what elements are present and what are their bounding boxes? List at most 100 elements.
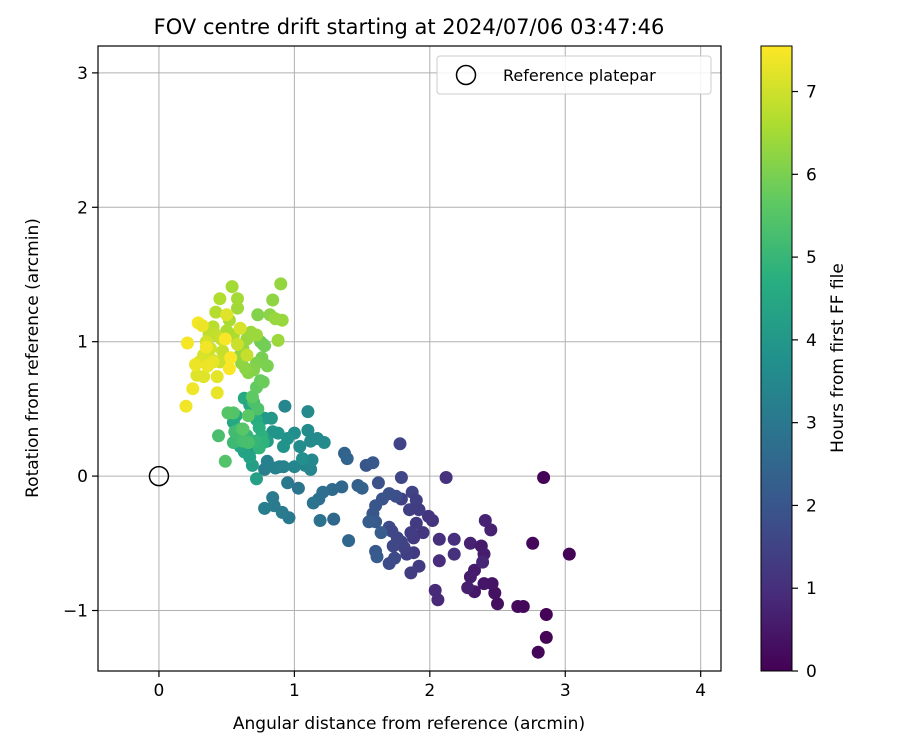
data-point (385, 524, 399, 538)
data-point (231, 301, 244, 315)
legend-marker (455, 64, 477, 86)
colorbar-tick-label: 1 (806, 579, 817, 599)
data-point (213, 292, 227, 306)
data-point (394, 471, 408, 484)
x-axis-label: Angular distance from reference (arcmin) (233, 714, 585, 734)
data-point (250, 328, 263, 342)
x-tick-label: 0 (154, 681, 165, 701)
plot-frame (97, 45, 722, 672)
data-point (537, 471, 551, 484)
data-point (432, 532, 446, 546)
data-point (266, 293, 280, 307)
colorbar-label: Hours from first FF file (828, 263, 848, 453)
data-point (256, 375, 270, 389)
data-point (539, 608, 553, 621)
data-point (260, 359, 274, 373)
data-point (374, 526, 388, 540)
data-point (409, 516, 423, 530)
data-point (432, 554, 446, 568)
data-point (305, 453, 319, 467)
data-point (209, 305, 223, 319)
data-point (210, 386, 224, 400)
data-point (224, 351, 238, 365)
data-point (218, 332, 232, 346)
x-axis-ticks: 0 1 2 3 4 (154, 671, 706, 701)
data-point (382, 557, 396, 570)
y-tick-label: −1 (63, 602, 88, 622)
colorbar-gradient (760, 45, 793, 672)
data-point (317, 436, 331, 449)
data-point (531, 645, 545, 659)
x-tick-label: 3 (560, 681, 571, 701)
colorbar: 0 1 2 3 4 5 6 7 Hours from first FF file (760, 45, 848, 682)
x-tick-label: 1 (289, 681, 300, 701)
data-point (218, 454, 232, 468)
data-point (393, 437, 407, 451)
data-point (268, 312, 282, 326)
data-point (233, 321, 247, 335)
colorbar-tick-label: 0 (806, 662, 817, 682)
data-point (404, 526, 418, 540)
colorbar-tick-label: 4 (806, 331, 817, 351)
data-point (478, 514, 492, 527)
data-point (422, 509, 435, 523)
data-point (266, 425, 280, 439)
data-point (179, 399, 193, 413)
data-point (278, 399, 292, 413)
x-tick-label: 2 (424, 681, 435, 701)
data-point (250, 472, 263, 486)
data-point (340, 452, 354, 466)
data-point (212, 429, 225, 443)
data-point (258, 339, 272, 353)
data-points (179, 277, 576, 659)
data-point (231, 292, 244, 306)
data-point (201, 359, 215, 373)
data-point (370, 550, 384, 564)
colorbar-tick-label: 2 (806, 496, 817, 516)
data-point (258, 501, 272, 515)
data-point (220, 308, 234, 322)
data-point (313, 514, 327, 527)
data-point (403, 503, 416, 517)
data-point (412, 559, 426, 573)
data-point (447, 532, 461, 546)
chart-title: FOV centre drift starting at 2024/07/06 … (154, 15, 665, 39)
data-point (281, 476, 295, 490)
data-point (241, 436, 255, 449)
y-tick-label: 3 (77, 64, 88, 84)
y-tick-label: 1 (77, 333, 88, 353)
data-point (371, 476, 385, 490)
y-axis-ticks: −1 0 1 2 3 (63, 64, 98, 622)
data-point (221, 406, 235, 420)
y-tick-label: 2 (77, 198, 88, 218)
data-point (195, 319, 209, 333)
data-point (342, 534, 356, 548)
data-point (277, 460, 290, 474)
data-point (186, 382, 200, 396)
data-point (463, 536, 477, 550)
data-point (562, 547, 576, 561)
data-point (180, 336, 194, 350)
reference-platepar-marker (148, 465, 170, 487)
data-point (251, 308, 265, 322)
data-point (306, 496, 320, 510)
data-point (526, 536, 540, 550)
data-point (251, 402, 265, 416)
data-point (199, 340, 213, 354)
data-point (291, 481, 305, 495)
data-point (447, 547, 461, 561)
data-point (539, 630, 553, 644)
data-point (271, 333, 285, 347)
y-axis-label: Rotation from reference (arcmin) (23, 218, 43, 498)
data-point (461, 581, 475, 595)
data-point (484, 523, 498, 537)
data-point (293, 440, 307, 453)
data-point (225, 280, 239, 294)
data-point (386, 539, 400, 553)
data-point (231, 337, 244, 351)
data-point (301, 423, 315, 437)
data-point (226, 436, 240, 449)
legend: Reference platepar (436, 55, 712, 95)
data-point (301, 405, 315, 419)
